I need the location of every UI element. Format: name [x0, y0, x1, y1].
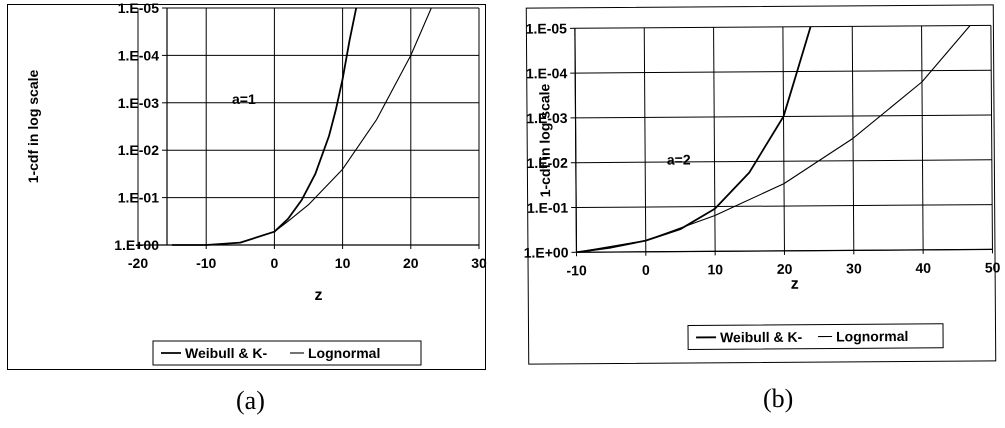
- x-tick-label: 0: [271, 255, 279, 271]
- x-tick-label: -10: [196, 255, 216, 271]
- chart-a-svg: 1.E+001.E-011.E-021.E-031.E-041.E-05-20-…: [25, 0, 487, 366]
- x-tick-label: -20: [128, 255, 148, 271]
- x-gridline: [990, 25, 993, 254]
- y-tick-label: 1.E-03: [526, 110, 568, 126]
- chart-b-svg: 1.E+00 1.E-01 1.E-02 1.E-03 1.E-04 1.E-05 -10 0…: [524, 20, 1001, 351]
- y-axis-title: 1-cdf in log scale: [536, 83, 553, 197]
- y-tick-label: 1.E-05: [526, 20, 568, 36]
- x-gridline: [782, 26, 785, 255]
- chart-panel-b: 1.E+00 1.E-01 1.E-02 1.E-03 1.E-04 1.E-05 -10 0…: [524, 4, 1001, 365]
- x-axis-title: z: [791, 276, 799, 293]
- chart-panel-a: 1.E+00 1.E-01 1.E-02 1.E-03 1.E-04 1.E-05 -20-…: [7, 0, 487, 370]
- x-tick-label: 0: [642, 262, 650, 278]
- caption-a: (a): [236, 386, 265, 415]
- y-tick-label: 1.E+00: [114, 237, 159, 253]
- x-tick-label: 50: [985, 259, 1001, 275]
- x-axis: [576, 248, 993, 253]
- series-line-weibull: [576, 26, 812, 254]
- series-line-weibull: [172, 7, 358, 246]
- x-tick-label: 30: [846, 260, 862, 276]
- x-tick-label: 40: [915, 260, 931, 276]
- legend-label-lognormal: Lognormal: [836, 328, 908, 345]
- series-line-lognormal: [172, 7, 432, 246]
- legend-box: [152, 340, 422, 366]
- y-tick-label: 1.E-01: [527, 200, 569, 216]
- legend-label-weibull: Weibull & K-: [185, 345, 268, 361]
- y-tick-label: 1.E-02: [527, 155, 569, 171]
- annotation-label: a=1: [232, 91, 256, 107]
- x-tick-label: 20: [403, 255, 419, 271]
- x-tick-label: 10: [335, 255, 351, 271]
- y-axis-title: 1-cdf in log scale: [25, 69, 41, 183]
- x-gridline: [713, 27, 716, 256]
- x-tick-label: 30: [471, 255, 487, 271]
- y-tick-label: 1.E-04: [526, 65, 568, 81]
- y-axis: [574, 28, 578, 253]
- legend-label-lognormal: Lognormal: [308, 345, 380, 361]
- legend-label-weibull: Weibull & K-: [720, 329, 803, 346]
- legend-box: [687, 323, 944, 351]
- x-gridline: [921, 25, 924, 254]
- x-tick-label: 10: [707, 261, 723, 277]
- x-gridline: [851, 26, 855, 255]
- y-tick-label: 1.E+00: [524, 244, 569, 260]
- x-axis-title: z: [315, 287, 323, 304]
- annotation-label: a=2: [667, 151, 691, 167]
- x-gridline: [643, 27, 647, 256]
- x-tick-label: -10: [566, 262, 587, 278]
- series-line-lognormal: [576, 25, 971, 253]
- caption-b: (b): [763, 384, 794, 413]
- x-tick-label: 20: [777, 261, 793, 277]
